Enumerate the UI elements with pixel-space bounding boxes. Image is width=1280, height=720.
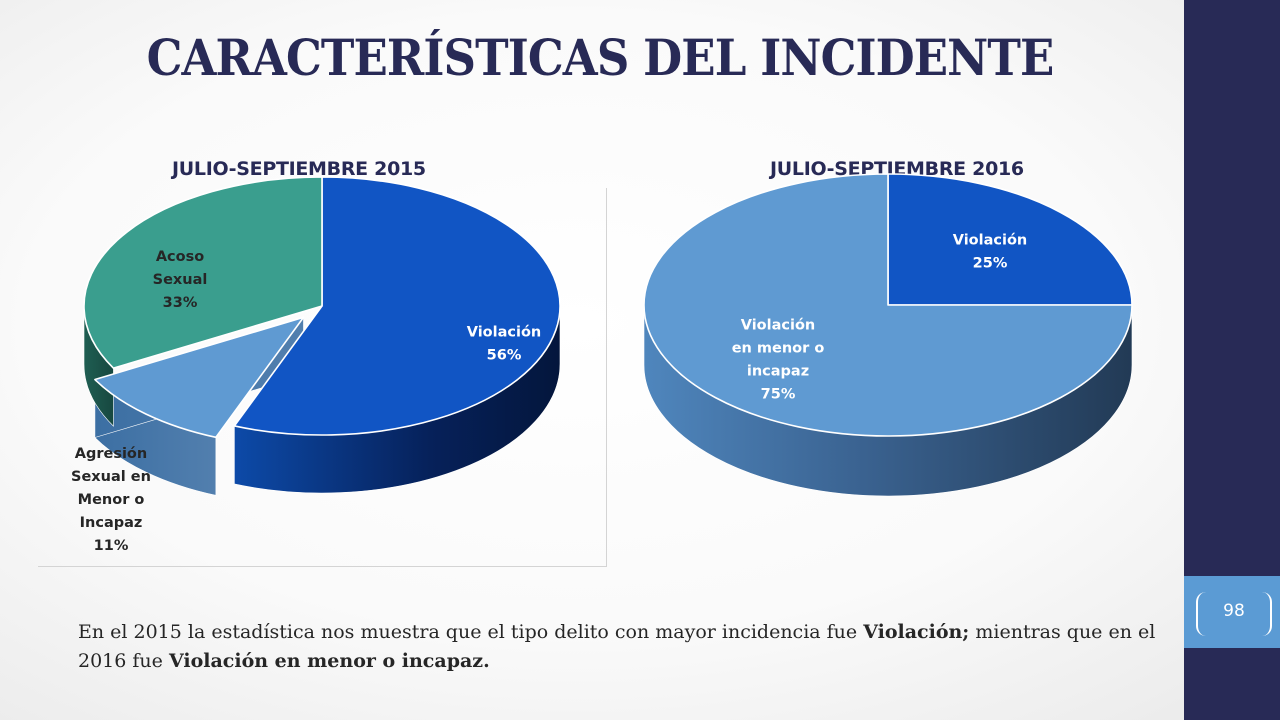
- pie-2015-label-agresion-sexual-en-menor-o-incapaz-line5: 11%: [94, 538, 129, 554]
- pie-2016-slice-violacion-en-menor-o-incapaz: [643, 173, 1133, 437]
- pie-charts: Violación 56% Agresión Sexual en Menor o Inca…: [71, 173, 1133, 554]
- pie-2015-label-violacion-line2: 56%: [487, 348, 522, 364]
- chart-2015-title: JULIO-SEPTIEMBRE 2015: [172, 158, 426, 180]
- chart-2016-title: JULIO-SEPTIEMBRE 2016: [770, 158, 1024, 180]
- caption-part2: mientras que en el 2016 fue: [78, 621, 1156, 672]
- pie-2016-label-violacion-line2: 25%: [973, 256, 1008, 272]
- pie-2015-slice-acoso-sexual: [83, 176, 323, 369]
- pie-2016-label-violacion-en-menor-o-incapaz-line4: 75%: [761, 387, 796, 403]
- caption-bold2: Violación en menor o incapaz.: [168, 650, 490, 672]
- pie-2015-label-violacion-line1: Violación: [467, 325, 542, 341]
- page-number-tab: [1184, 576, 1280, 648]
- pie-2016-label-violacion-en-menor-o-incapaz-line1: Violación: [741, 318, 816, 334]
- pie-2015-label-agresion-sexual-en-menor-o-incapaz-line4: Incapaz: [80, 515, 143, 531]
- page-number-frame: [1196, 592, 1272, 636]
- caption-text: En el 2015 la estadística nos muestra qu…: [78, 618, 1158, 676]
- caption-part1: En el 2015 la estadística nos muestra qu…: [78, 621, 864, 643]
- pie-2015-label-acoso-sexual-line3: 33%: [163, 295, 198, 311]
- pie-2016-label-violacion-line1: Violación: [953, 233, 1028, 249]
- pie-2015-label-agresion-sexual-en-menor-o-incapaz-line3: Menor o: [78, 492, 145, 508]
- caption-bold1: Violación;: [863, 621, 970, 643]
- pie-2016-slice-violacion: [887, 173, 1133, 306]
- pie-2015-label-acoso-sexual-line1: Acoso: [156, 249, 204, 265]
- chart-2015-frame: [38, 188, 607, 567]
- pie-2016-label-violacion-en-menor-o-incapaz-line3: incapaz: [747, 364, 809, 380]
- pie-2016-label-violacion-en-menor-o-incapaz-line2: en menor o: [732, 341, 825, 357]
- pie-2015-slice-violacion: [233, 176, 561, 436]
- slide-title: CARACTERÍSTICAS DEL INCIDENTE: [146, 28, 1055, 87]
- pie-2015-slice-agresion-sexual-en-menor-o-incapaz: [94, 316, 305, 439]
- page-number: 98: [1223, 601, 1245, 621]
- pie-2015-label-acoso-sexual-line2: Sexual: [153, 272, 208, 288]
- pie-2015-label-agresion-sexual-en-menor-o-incapaz-line1: Agresión: [75, 446, 147, 462]
- pie-2015-label-agresion-sexual-en-menor-o-incapaz-line2: Sexual en: [71, 469, 151, 485]
